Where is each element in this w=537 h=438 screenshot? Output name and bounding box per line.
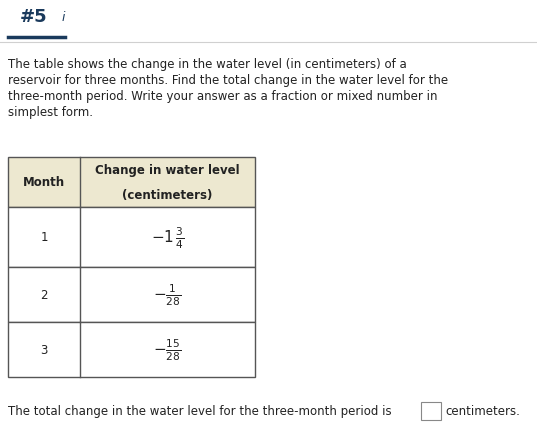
Text: (centimeters): (centimeters) [122,188,213,201]
Bar [421,402,441,420]
Text: The total change in the water level for the three-month period is: The total change in the water level for … [8,404,391,417]
Text: Month: Month [23,176,65,189]
Bar [8,158,255,208]
Text: #5: #5 [20,8,48,26]
Text: 1: 1 [40,231,48,244]
Text: simplest form.: simplest form. [8,106,93,119]
Bar [8,208,255,267]
Bar [8,267,255,322]
Text: 2: 2 [40,288,48,301]
Text: reservoir for three months. Find the total change in the water level for the: reservoir for three months. Find the tot… [8,74,448,87]
Text: The table shows the change in the water level (in centimeters) of a: The table shows the change in the water … [8,58,407,71]
Text: $-\frac{15}{28}$: $-\frac{15}{28}$ [154,337,182,363]
Text: $-1\,\frac{3}{4}$: $-1\,\frac{3}{4}$ [150,225,184,250]
Bar [8,322,255,377]
Text: three-month period. Write your answer as a fraction or mixed number in: three-month period. Write your answer as… [8,90,438,103]
Text: 3: 3 [40,343,48,356]
Text: Change in water level: Change in water level [95,164,240,177]
Text: centimeters.: centimeters. [445,404,520,417]
Text: i: i [62,11,66,24]
Text: $-\frac{1}{28}$: $-\frac{1}{28}$ [154,282,182,307]
